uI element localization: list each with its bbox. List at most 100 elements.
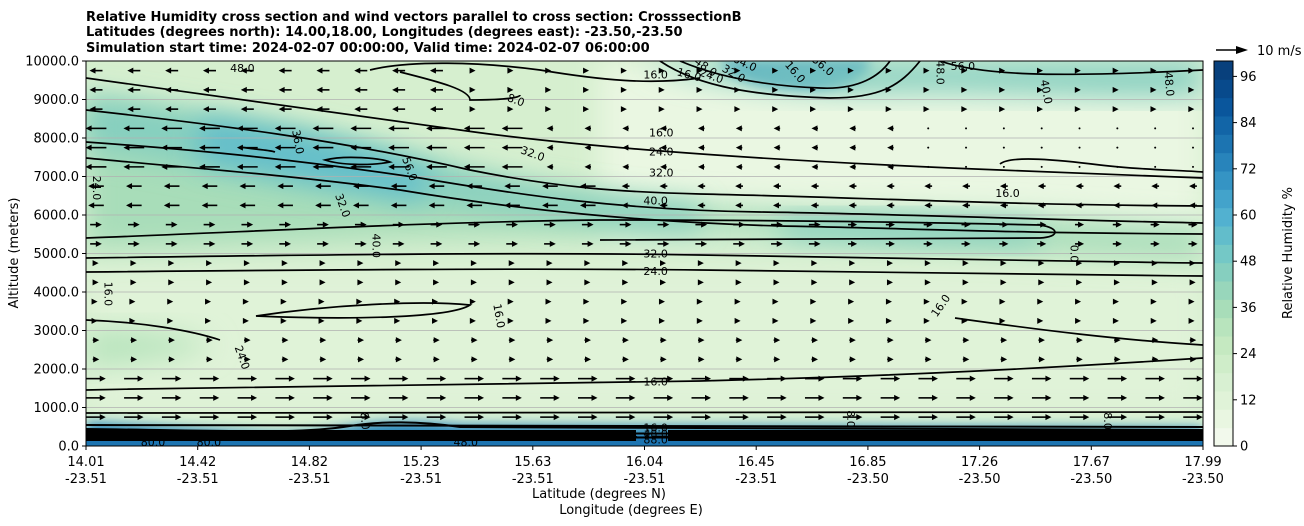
wind-vector-head — [1037, 317, 1044, 324]
wind-vector-head — [811, 279, 818, 286]
wind-vector-head — [236, 144, 243, 151]
wind-vector — [773, 163, 781, 170]
wind-vector-head — [280, 298, 287, 305]
wind-vector-head — [999, 317, 1006, 324]
wind-vector-head — [584, 260, 591, 267]
wind-vector — [163, 202, 180, 209]
wind-vector-head — [247, 240, 254, 247]
wind-vector — [579, 202, 596, 209]
wind-vector-head — [776, 221, 783, 228]
wind-vector-head — [849, 260, 856, 267]
wind-vector-head — [1188, 67, 1195, 74]
wind-vector-head — [320, 356, 327, 363]
wind-vector-head — [773, 125, 780, 132]
wind-vector — [161, 394, 182, 401]
wind-vector-head — [99, 414, 106, 421]
wind-vector-head — [1121, 414, 1128, 421]
wind-vector — [735, 279, 742, 286]
wind-vector — [1067, 433, 1092, 440]
wind-vector — [504, 183, 520, 190]
wind-vector — [429, 106, 443, 113]
wind-vector-head — [428, 183, 435, 190]
wind-vector — [199, 163, 220, 170]
wind-vector — [122, 433, 146, 440]
wind-vector-head — [542, 202, 549, 209]
wind-vector-head — [101, 433, 108, 440]
wind-vector — [849, 337, 856, 344]
wind-vector-head — [86, 125, 92, 132]
wind-vector — [584, 337, 592, 344]
wind-vector-head — [322, 221, 329, 228]
wind-vector — [613, 433, 638, 440]
x-tick-label-lon: -23.51 — [624, 472, 666, 487]
wind-vector-head — [239, 183, 246, 190]
wind-vector-head — [593, 433, 600, 440]
wind-vector — [923, 67, 930, 74]
wind-vector — [280, 317, 287, 324]
wind-vector-head — [171, 240, 178, 247]
wind-vector-head — [471, 337, 478, 344]
wind-vector — [546, 279, 553, 286]
wind-vector-head — [858, 433, 865, 440]
wind-vector-head — [964, 221, 971, 228]
wind-vector — [808, 221, 821, 228]
wind-vector-head — [931, 375, 938, 382]
wind-vector — [280, 298, 287, 305]
wind-vector-head — [658, 67, 665, 74]
wind-vector-head — [738, 221, 745, 228]
wind-vector-head — [1076, 260, 1083, 267]
wind-vector — [202, 67, 216, 74]
wind-vector-head — [213, 394, 220, 401]
wind-vector — [430, 221, 443, 228]
wind-vector — [1078, 127, 1081, 130]
wind-vector — [86, 394, 106, 401]
wind-vector-head — [553, 394, 560, 401]
wind-vector — [127, 106, 141, 113]
wind-vector-head — [810, 298, 817, 305]
wind-vector-head — [350, 163, 357, 170]
wind-vector-head — [658, 317, 665, 324]
wind-vector — [123, 125, 145, 132]
quiver-key: 10 m/s — [1216, 44, 1302, 59]
wind-vector-head — [1037, 183, 1044, 190]
wind-vector-head — [773, 144, 780, 151]
wind-vector — [429, 86, 443, 93]
wind-vector-head — [213, 375, 220, 382]
wind-vector — [885, 221, 895, 228]
wind-vector-head — [579, 202, 586, 209]
wind-vector — [660, 279, 667, 286]
wind-vector-head — [133, 240, 140, 247]
wind-vector — [274, 163, 296, 170]
wind-vector-head — [887, 163, 894, 170]
wind-vector — [1151, 260, 1158, 267]
wind-vector-head — [697, 144, 704, 151]
wind-vector-head — [999, 183, 1006, 190]
wind-vector-head — [436, 221, 443, 228]
wind-vector-head — [622, 144, 629, 151]
wind-vector — [962, 183, 970, 190]
wind-vector — [1069, 414, 1090, 421]
wind-vector — [848, 240, 858, 247]
y-axis-label: Altitude (meters) — [7, 198, 22, 309]
contour-label: 8.0 — [505, 91, 526, 109]
wind-vector — [201, 202, 218, 209]
wind-vector-head — [735, 163, 742, 170]
wind-vector — [206, 279, 213, 286]
wind-vector-head — [961, 317, 968, 324]
wind-vector — [849, 163, 856, 170]
wind-vector — [167, 298, 174, 305]
wind-vector — [312, 144, 334, 151]
wind-vector — [469, 317, 476, 324]
wind-vector — [1112, 317, 1119, 324]
wind-vector-head — [242, 317, 249, 324]
wind-vector — [810, 317, 817, 324]
surface-contour-block-left — [86, 430, 636, 441]
wind-vector-head — [436, 240, 443, 247]
quiver-key-label: 10 m/s — [1257, 44, 1302, 59]
wind-vector — [1116, 146, 1119, 149]
wind-vector-head — [322, 240, 329, 247]
wind-vector — [849, 125, 856, 132]
x-tick-label-lon: -23.50 — [1070, 472, 1112, 487]
wind-vector — [545, 106, 552, 113]
